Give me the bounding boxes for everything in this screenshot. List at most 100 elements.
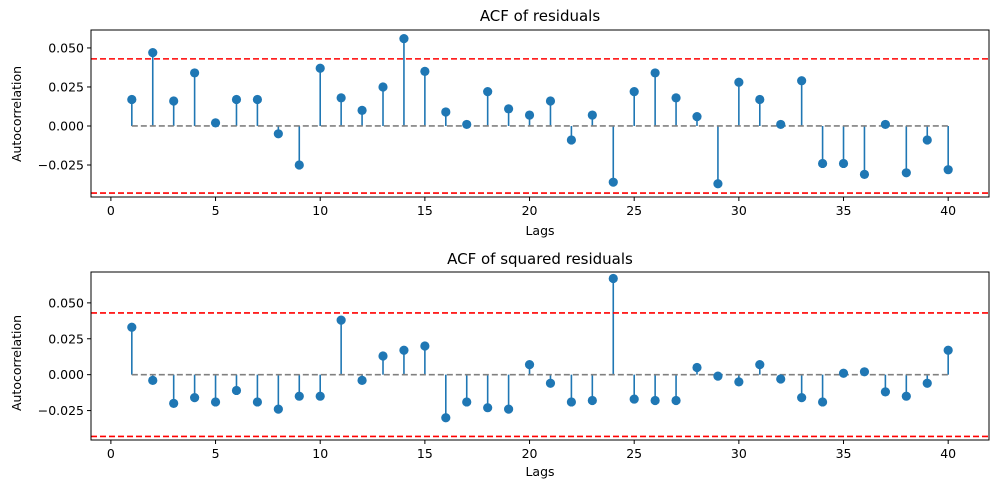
x-tick-label: 5 bbox=[212, 446, 220, 461]
data-point bbox=[231, 94, 242, 105]
data-point bbox=[127, 94, 137, 105]
data-point bbox=[859, 367, 870, 377]
x-tick-label: 30 bbox=[731, 203, 747, 218]
acf-residuals-panel: ACF of residuals Autocorrelation Lags 0 5… bbox=[9, 7, 990, 238]
data-point bbox=[713, 371, 723, 381]
data-point bbox=[231, 385, 242, 396]
data-point bbox=[420, 66, 430, 76]
data-point bbox=[127, 322, 137, 332]
data-point bbox=[524, 110, 535, 120]
data-point bbox=[315, 63, 325, 73]
data-point bbox=[357, 105, 367, 115]
y-axis-label: Autocorrelation bbox=[9, 315, 24, 411]
data-point bbox=[190, 68, 200, 78]
data-point bbox=[566, 397, 576, 407]
data-point bbox=[608, 177, 618, 187]
plot-frame bbox=[90, 271, 990, 441]
data-point bbox=[420, 341, 430, 351]
x-tick-label: 0 bbox=[107, 446, 115, 461]
data-point bbox=[922, 135, 932, 145]
data-point bbox=[671, 93, 681, 103]
data-point bbox=[734, 377, 744, 387]
y-tick-label: −0.025 bbox=[38, 403, 84, 418]
x-tick-label: 0 bbox=[107, 203, 115, 218]
data-point bbox=[692, 362, 702, 373]
x-axis-label: Lags bbox=[525, 223, 554, 238]
x-tick-label: 10 bbox=[312, 446, 328, 461]
data-point bbox=[755, 94, 765, 105]
data-point bbox=[776, 374, 786, 384]
data-point bbox=[692, 112, 702, 122]
x-tick-label: 5 bbox=[212, 203, 220, 218]
data-point bbox=[650, 395, 660, 406]
y-tick-label: 0.025 bbox=[48, 79, 84, 94]
data-point bbox=[859, 169, 870, 179]
data-point bbox=[629, 87, 639, 97]
data-point bbox=[587, 395, 597, 406]
data-point bbox=[378, 351, 388, 361]
data-point bbox=[608, 273, 618, 284]
data-point bbox=[315, 391, 325, 401]
data-point bbox=[650, 68, 660, 78]
data-point bbox=[838, 158, 849, 169]
data-point bbox=[587, 110, 597, 120]
data-point bbox=[880, 387, 890, 397]
data-point bbox=[838, 368, 849, 378]
y-tick-label: 0.025 bbox=[48, 331, 84, 346]
x-tick-label: 25 bbox=[626, 446, 642, 461]
data-point bbox=[901, 168, 911, 178]
data-point bbox=[797, 393, 807, 403]
data-point bbox=[399, 33, 409, 44]
x-tick-label: 10 bbox=[312, 203, 328, 218]
plot-area: 0 5 10 15 20 25 30 35 40 −0.025 0.000 0.025 0.050 bbox=[38, 29, 990, 218]
data-point bbox=[671, 395, 681, 406]
data-point bbox=[880, 119, 890, 130]
x-axis-label: Lags bbox=[525, 464, 554, 479]
data-point bbox=[169, 398, 179, 408]
data-point bbox=[504, 404, 514, 414]
data-point bbox=[901, 391, 911, 401]
x-tick-label: 25 bbox=[626, 203, 642, 218]
data-point bbox=[399, 345, 409, 355]
data-point bbox=[210, 118, 221, 128]
plot-area: 0 5 10 15 20 25 30 35 40 −0.025 0.000 0.025 0.050 bbox=[38, 271, 990, 461]
data-point bbox=[357, 375, 367, 386]
data-point bbox=[545, 378, 556, 388]
x-tick-label: 40 bbox=[940, 203, 956, 218]
y-tick-label: −0.025 bbox=[38, 158, 84, 173]
data-point bbox=[545, 96, 556, 106]
data-point bbox=[817, 397, 828, 407]
data-point bbox=[713, 179, 723, 189]
acf-squared-residuals-panel: ACF of squared residuals Autocorrelation… bbox=[9, 250, 990, 479]
y-axis-label: Autocorrelation bbox=[9, 66, 24, 162]
data-point bbox=[148, 375, 158, 386]
x-tick-label: 15 bbox=[417, 446, 433, 461]
data-point bbox=[252, 94, 263, 105]
x-tick-label: 20 bbox=[522, 203, 538, 218]
data-point bbox=[462, 397, 472, 407]
data-point bbox=[483, 403, 493, 413]
data-point bbox=[943, 345, 953, 355]
x-tick-label: 35 bbox=[836, 203, 852, 218]
data-point bbox=[943, 165, 953, 175]
data-point bbox=[190, 393, 200, 403]
data-point bbox=[922, 378, 932, 388]
data-point bbox=[210, 397, 221, 407]
data-point bbox=[252, 397, 263, 407]
data-point bbox=[524, 360, 535, 370]
data-point bbox=[148, 48, 158, 58]
data-point bbox=[755, 360, 765, 370]
data-point bbox=[776, 119, 786, 130]
y-tick-label: 0.050 bbox=[48, 295, 84, 310]
data-point bbox=[273, 129, 283, 139]
chart-title: ACF of squared residuals bbox=[447, 250, 633, 268]
data-point bbox=[336, 93, 346, 103]
data-point bbox=[336, 315, 346, 325]
data-point bbox=[273, 404, 283, 414]
data-point bbox=[378, 82, 388, 92]
x-tick-label: 20 bbox=[522, 446, 538, 461]
data-point bbox=[734, 77, 744, 87]
data-point bbox=[483, 87, 493, 97]
